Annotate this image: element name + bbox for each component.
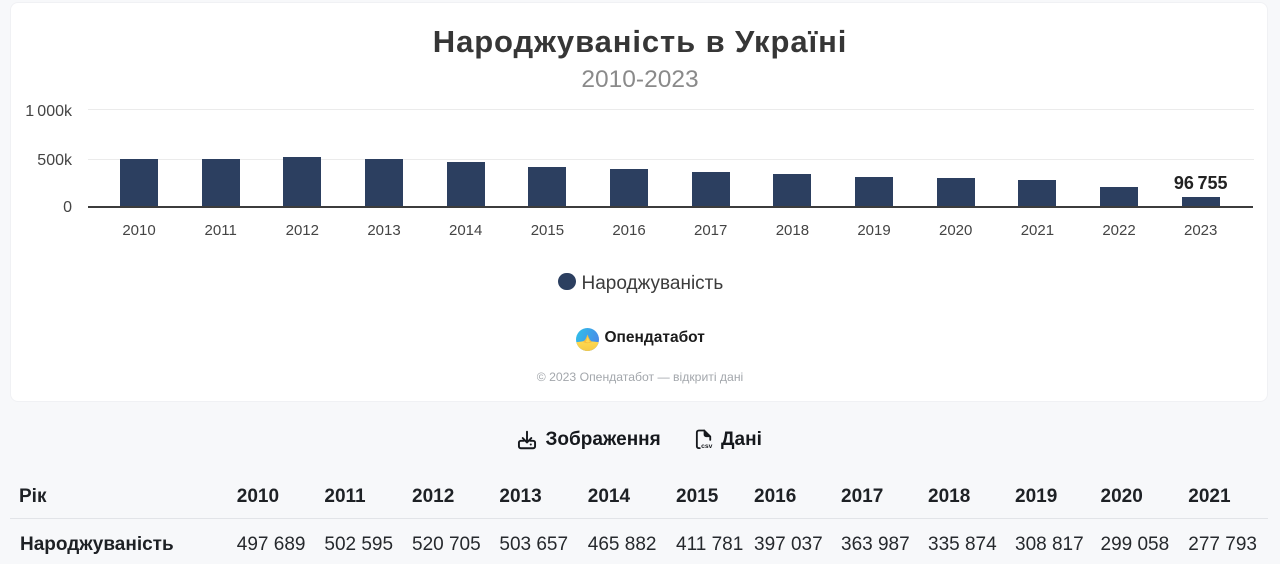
svg-text:csv: csv [701, 442, 713, 449]
